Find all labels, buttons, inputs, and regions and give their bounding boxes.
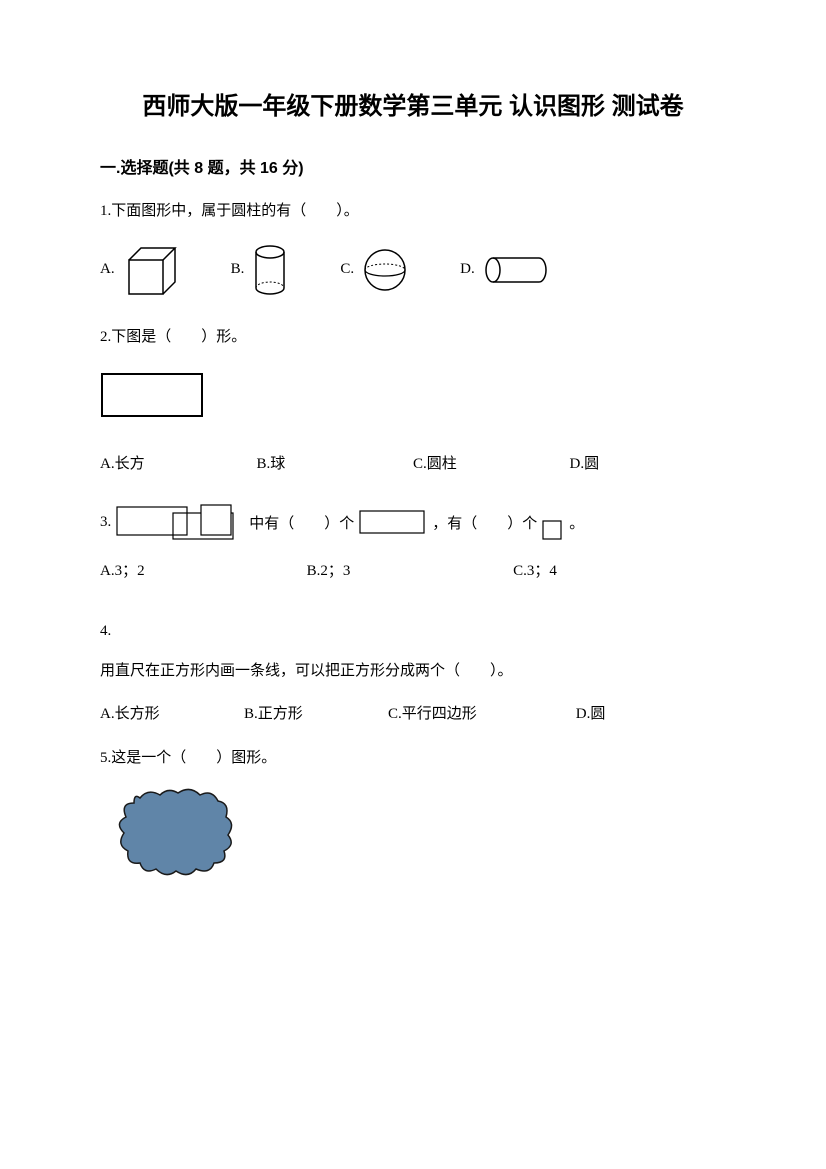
option-label: C. — [340, 261, 354, 278]
q2-option-d: D.圆 — [570, 452, 727, 473]
square-icon — [541, 519, 565, 543]
q2-text: 2.下图是（ ）形。 — [100, 322, 726, 352]
rectangle-icon — [358, 509, 428, 537]
q2-options: A.长方 B.球 C.圆柱 D.圆 — [100, 452, 726, 473]
q4-option-a: A.长方形 — [100, 702, 244, 723]
q3-prefix: 3. — [100, 514, 111, 531]
q4-options: A.长方形 B.正方形 C.平行四边形 D.圆 — [100, 702, 726, 723]
q3-mid2: ，有（ ）个 — [432, 512, 537, 533]
option-label: A. — [100, 261, 115, 278]
q4-option-c: C.平行四边形 — [388, 702, 576, 723]
q1-text: 1.下面图形中，属于圆柱的有（ ）。 — [100, 196, 726, 226]
q4-option-b: B.正方形 — [244, 702, 388, 723]
q3-option-b: B.2；3 — [307, 559, 514, 580]
sphere-icon — [360, 245, 410, 295]
q5-text: 5.这是一个（ ）图形。 — [100, 743, 726, 773]
cylinder-vertical-icon — [250, 242, 290, 298]
overlapping-shapes-icon — [115, 503, 245, 543]
cylinder-horizontal-icon — [481, 253, 551, 287]
option-label: D. — [460, 261, 475, 278]
q3-option-c: C.3；4 — [513, 559, 720, 580]
q2-option-a: A.长方 — [100, 452, 257, 473]
q2-option-c: C.圆柱 — [413, 452, 570, 473]
q2-option-b: B.球 — [257, 452, 414, 473]
q3-line: 3. 中有（ ）个 ，有（ ）个 。 — [100, 503, 726, 543]
blob-shape — [110, 783, 726, 883]
cube-icon — [121, 244, 181, 296]
q1-option-b: B. — [231, 242, 291, 298]
q3-options: A.3；2 B.2；3 C.3；4 — [100, 559, 726, 580]
q4-num: 4. — [100, 616, 726, 646]
option-label: B. — [231, 261, 245, 278]
q1-options: A. B. C. — [100, 242, 726, 298]
q1-option-d: D. — [460, 253, 551, 287]
q4-text: 用直尺在正方形内画一条线，可以把正方形分成两个（ ）。 — [100, 656, 726, 686]
q3-suffix: 。 — [569, 512, 584, 533]
q2-shape — [100, 372, 726, 422]
q1-option-a: A. — [100, 244, 181, 296]
section-header: 一.选择题(共 8 题，共 16 分) — [100, 154, 726, 178]
q4-option-d: D.圆 — [576, 702, 701, 723]
q3-mid1: 中有（ ）个 — [249, 512, 354, 533]
page-title: 西师大版一年级下册数学第三单元 认识图形 测试卷 — [100, 90, 726, 124]
q3-option-a: A.3；2 — [100, 559, 307, 580]
q1-option-c: C. — [340, 245, 410, 295]
